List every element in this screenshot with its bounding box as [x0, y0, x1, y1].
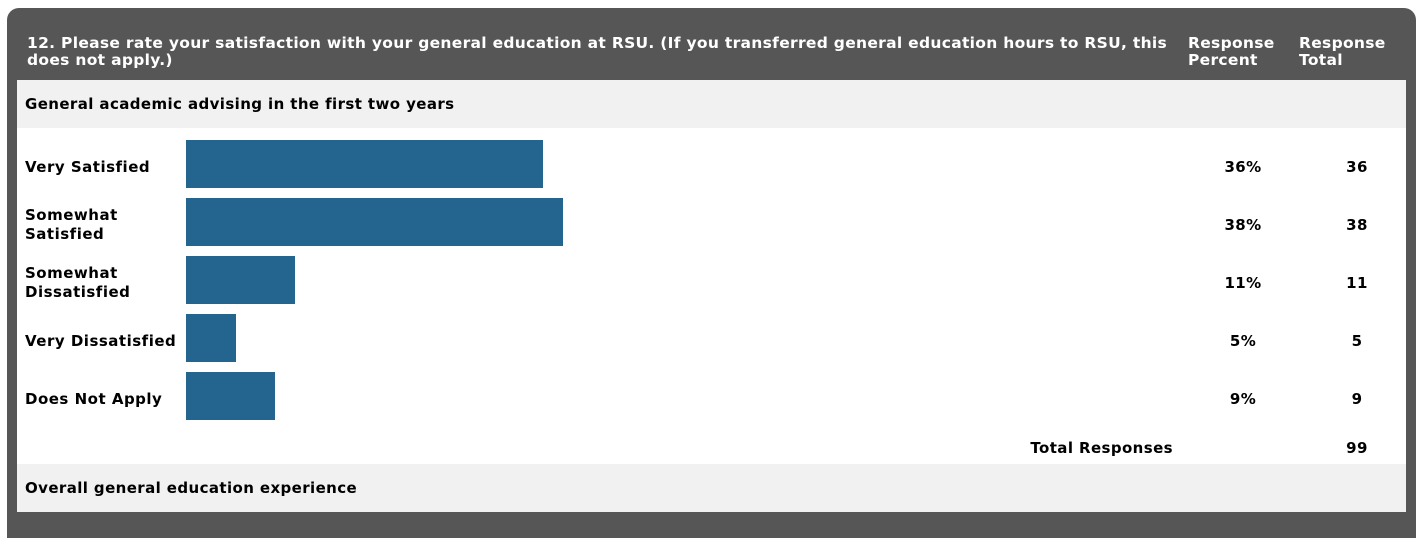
response-row: Very Dissatisfied 5% 5	[17, 312, 1406, 370]
response-total-header: Response Total	[1299, 34, 1386, 69]
section-header-advising: General academic advising in the first t…	[17, 80, 1406, 128]
response-row: Somewhat Dissatisfied 11% 11	[17, 254, 1406, 312]
response-total: 38	[1346, 216, 1368, 234]
section-title: Overall general education experience	[25, 479, 358, 497]
response-total: 5	[1351, 332, 1363, 350]
response-percent: 36%	[1224, 158, 1262, 176]
total-responses-label: Total Responses	[1030, 439, 1173, 457]
survey-question-panel: 12. Please rate your satisfaction with y…	[7, 8, 1416, 538]
response-row: Somewhat Satisfied 38% 38	[17, 196, 1406, 254]
response-bar	[186, 256, 295, 304]
response-percent: 9%	[1229, 390, 1257, 408]
total-responses-value: 99	[1346, 439, 1368, 457]
question-title: 12. Please rate your satisfaction with y…	[27, 34, 1168, 69]
response-total: 11	[1346, 274, 1368, 292]
response-bar	[186, 372, 275, 420]
response-bar	[186, 140, 543, 188]
response-row: Does Not Apply 9% 9	[17, 370, 1406, 428]
response-percent: 38%	[1224, 216, 1262, 234]
total-responses-row: Total Responses 99	[17, 426, 1406, 470]
response-total: 9	[1351, 390, 1363, 408]
section-header-overall: Overall general education experience	[17, 464, 1406, 512]
response-bar	[186, 198, 563, 246]
response-label: Very Satisfied	[25, 157, 151, 176]
response-label: Somewhat Satisfied	[25, 206, 118, 243]
response-bar	[186, 314, 236, 362]
response-total: 36	[1346, 158, 1368, 176]
response-row: Very Satisfied 36% 36	[17, 138, 1406, 196]
question-header: 12. Please rate your satisfaction with y…	[7, 8, 1416, 80]
section-title: General academic advising in the first t…	[25, 95, 455, 113]
response-percent: 11%	[1224, 274, 1262, 292]
question-content: General academic advising in the first t…	[17, 80, 1406, 512]
response-label: Very Dissatisfied	[25, 331, 177, 350]
response-label: Somewhat Dissatisfied	[25, 264, 131, 301]
response-percent-header: Response Percent	[1188, 34, 1275, 69]
response-percent: 5%	[1229, 332, 1257, 350]
response-label: Does Not Apply	[25, 389, 163, 408]
